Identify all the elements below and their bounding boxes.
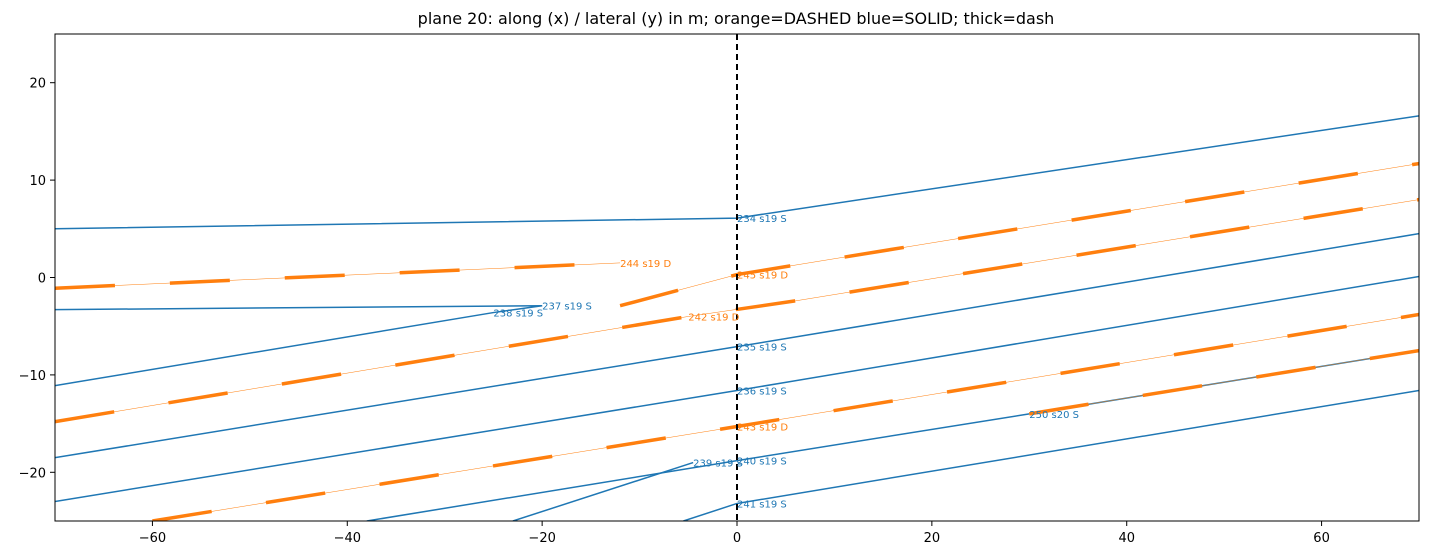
x-tick-label: 0 [733, 531, 741, 546]
lane-label: 238 s19 S [493, 309, 543, 320]
y-tick-label: −20 [19, 466, 46, 481]
x-tick-label: −20 [528, 531, 555, 546]
dashed-line-thin-13 [1029, 350, 1419, 415]
solid-line-234 [55, 115, 1419, 230]
lane-label: 237 s19 S [542, 302, 592, 313]
solid-line-239 [512, 461, 694, 521]
lane-label: 245 s19 D [737, 271, 788, 282]
x-tick-label: 60 [1313, 531, 1330, 546]
x-tick-label: −40 [334, 531, 361, 546]
solid-line-237 [55, 304, 543, 311]
dashed-line-242 [55, 197, 1419, 424]
dashed-line-245 [619, 161, 1419, 308]
lane-label: 243 s19 D [737, 423, 788, 434]
solid-line-238 [55, 305, 543, 387]
solid-line-236 [55, 275, 1419, 503]
solid-line-240 [366, 413, 1030, 521]
x-tick-label: −60 [139, 531, 166, 546]
lane-label: 239 s19 S [693, 459, 743, 470]
y-tick-label: 10 [29, 174, 46, 189]
lane-label: 236 s19 S [737, 386, 787, 397]
lane-label: 235 s19 S [737, 343, 787, 354]
lane-label: 244 s19 D [620, 259, 671, 270]
lane-label: 250 s20 S [1029, 410, 1079, 421]
chart-title: plane 20: along (x) / lateral (y) in m; … [418, 9, 1055, 28]
y-tick-label: 0 [38, 272, 46, 287]
dashed-line-thin-245 [620, 163, 1419, 306]
x-tick-label: 20 [924, 531, 941, 546]
solid-line-241 [683, 389, 1419, 521]
lane-label: 242 s19 D [688, 312, 739, 323]
lane-label: 241 s19 S [737, 499, 787, 510]
y-tick-label: −10 [19, 369, 46, 384]
x-tick-label: 40 [1118, 531, 1135, 546]
y-tick-label: 20 [29, 77, 46, 92]
dashed-line-244 [55, 261, 621, 290]
lane-label: 234 s19 S [737, 214, 787, 225]
lane-label: 240 s19 S [737, 457, 787, 468]
